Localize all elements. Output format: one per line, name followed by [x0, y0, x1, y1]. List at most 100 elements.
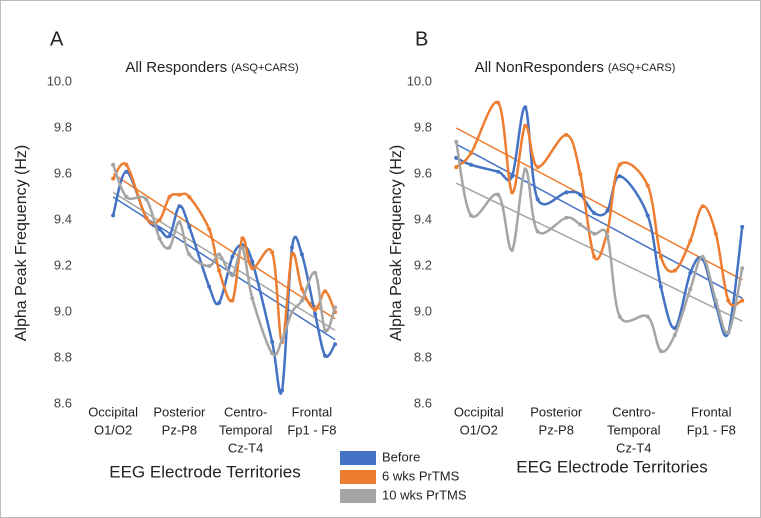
- data-point: [564, 190, 569, 195]
- data-point: [333, 342, 338, 347]
- data-point: [535, 165, 540, 170]
- data-point: [496, 100, 501, 105]
- data-point: [111, 176, 116, 181]
- y-tick-label: 9.0: [414, 303, 432, 318]
- y-tick-label: 8.6: [414, 395, 432, 410]
- data-point: [177, 204, 182, 209]
- data-point: [230, 298, 235, 303]
- data-point: [323, 353, 328, 358]
- data-point: [124, 195, 129, 199]
- data-point: [144, 197, 149, 202]
- data-point: [111, 213, 116, 218]
- data-point: [157, 236, 162, 241]
- y-tick-label: 9.4: [54, 211, 72, 226]
- category-label: Occipital: [88, 404, 138, 419]
- data-point: [605, 208, 610, 213]
- data-point: [230, 273, 235, 278]
- data-point: [645, 183, 650, 188]
- data-point: [564, 132, 569, 137]
- data-point: [124, 162, 129, 167]
- category-label: Posterior: [153, 404, 206, 419]
- y-tick-label: 8.8: [414, 349, 432, 364]
- data-point: [250, 266, 255, 271]
- category-label: Pz-P8: [539, 422, 574, 437]
- panel-letter: A: [50, 28, 64, 50]
- legend-label: Before: [382, 449, 420, 464]
- category-label: Posterior: [530, 404, 583, 419]
- data-point: [217, 300, 222, 305]
- data-point: [592, 231, 597, 236]
- data-point: [313, 312, 318, 317]
- data-point: [290, 245, 294, 250]
- data-point: [250, 259, 255, 264]
- data-point: [299, 287, 304, 291]
- data-point: [658, 284, 663, 289]
- data-point: [535, 197, 540, 202]
- data-point: [672, 333, 677, 337]
- data-point: [167, 234, 172, 239]
- category-label: Temporal: [607, 422, 661, 437]
- y-tick-label: 9.6: [54, 165, 72, 180]
- trend-line: [112, 196, 336, 341]
- data-point: [270, 351, 275, 356]
- data-point: [688, 270, 693, 275]
- data-point: [299, 252, 304, 257]
- data-point: [496, 169, 501, 174]
- y-axis-label: Alpha Peak Frequency (Hz): [388, 145, 405, 342]
- data-point: [270, 339, 275, 344]
- y-tick-label: 9.8: [414, 119, 432, 134]
- category-label: Occipital: [454, 404, 504, 419]
- data-point: [323, 289, 328, 294]
- data-point: [700, 254, 705, 259]
- data-point: [469, 162, 473, 167]
- x-axis-label: EEG Electrode Territories: [109, 462, 300, 481]
- category-label: Centro-: [612, 404, 655, 419]
- data-point: [290, 252, 294, 257]
- data-point: [688, 238, 693, 243]
- category-label: Fp1 - F8: [287, 422, 336, 437]
- data-point: [167, 245, 172, 250]
- y-axis-label: Alpha Peak Frequency (Hz): [13, 145, 30, 342]
- y-tick-label: 8.6: [54, 395, 72, 410]
- data-point: [700, 204, 705, 209]
- category-label: Fp1 - F8: [687, 422, 736, 437]
- data-point: [523, 105, 528, 110]
- y-tick-label: 9.0: [54, 303, 72, 318]
- data-point: [217, 252, 222, 257]
- data-point: [333, 305, 338, 310]
- data-point: [688, 287, 693, 291]
- y-tick-label: 9.8: [54, 119, 72, 134]
- trend-line: [455, 182, 743, 322]
- data-point: [111, 162, 116, 167]
- data-point: [270, 250, 275, 255]
- data-point: [187, 224, 192, 229]
- data-point: [605, 234, 610, 239]
- data-point: [167, 195, 172, 199]
- data-point: [592, 211, 597, 216]
- data-point: [313, 307, 318, 312]
- y-tick-label: 10.0: [407, 73, 432, 88]
- data-point: [645, 314, 650, 319]
- data-point: [672, 326, 677, 331]
- data-point: [207, 227, 212, 232]
- data-point: [187, 195, 192, 199]
- category-label: Frontal: [691, 404, 732, 419]
- data-point: [187, 252, 192, 257]
- data-point: [578, 172, 583, 176]
- y-tick-label: 8.8: [54, 349, 72, 364]
- data-point: [617, 162, 622, 167]
- data-point: [740, 298, 745, 303]
- data-point: [726, 298, 731, 303]
- data-point: [617, 174, 622, 179]
- data-point: [240, 245, 245, 250]
- data-point: [323, 328, 328, 333]
- data-point: [454, 165, 459, 170]
- x-axis-label: EEG Electrode Territories: [516, 457, 707, 476]
- data-point: [658, 349, 663, 354]
- data-point: [177, 192, 182, 197]
- category-label: Cz-T4: [616, 440, 651, 455]
- data-point: [496, 192, 501, 197]
- data-point: [592, 254, 597, 259]
